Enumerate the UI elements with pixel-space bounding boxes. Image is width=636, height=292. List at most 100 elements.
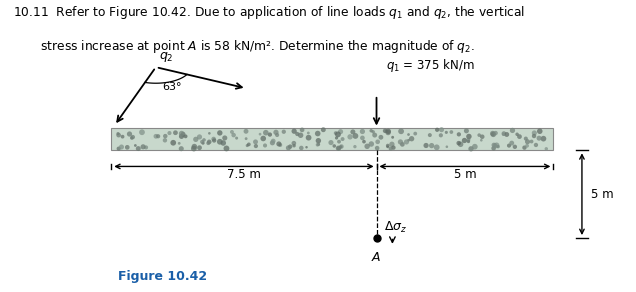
Point (520, 145, 530, 150)
Point (313, 131, 323, 136)
Point (522, 139, 532, 144)
Point (215, 140, 225, 144)
Point (271, 130, 281, 135)
Point (373, 140, 383, 144)
Point (190, 144, 200, 149)
Point (296, 133, 306, 138)
Point (384, 129, 394, 134)
Point (476, 138, 487, 142)
Point (427, 143, 437, 148)
Point (383, 143, 393, 148)
Point (314, 138, 324, 143)
Point (541, 147, 551, 151)
Point (267, 140, 277, 145)
Point (168, 140, 178, 145)
Point (128, 135, 138, 139)
Text: $\Delta\sigma_z$: $\Delta\sigma_z$ (384, 220, 408, 235)
Point (178, 132, 188, 137)
Point (531, 142, 541, 147)
Point (539, 136, 549, 141)
Point (122, 145, 132, 150)
Point (215, 131, 225, 135)
Point (385, 146, 396, 151)
Point (350, 134, 361, 138)
Point (219, 135, 230, 140)
Point (366, 128, 377, 133)
Point (381, 129, 391, 134)
Point (474, 133, 484, 138)
Point (464, 134, 474, 139)
Point (241, 129, 251, 134)
Point (410, 131, 420, 136)
Point (204, 131, 214, 136)
Point (209, 137, 219, 141)
Text: $q_2$: $q_2$ (159, 50, 174, 64)
Point (521, 136, 531, 141)
Point (488, 132, 499, 137)
Point (455, 142, 466, 147)
Point (114, 146, 124, 151)
Point (425, 133, 435, 138)
Bar (111, 128, 553, 150)
Text: $q_1$ = 375 kN/m: $q_1$ = 375 kN/m (386, 58, 474, 74)
Point (510, 145, 520, 149)
Point (490, 143, 500, 148)
Point (279, 129, 289, 134)
Point (334, 146, 344, 151)
Point (227, 130, 237, 134)
Point (527, 139, 537, 144)
Point (442, 145, 452, 149)
Point (334, 139, 344, 144)
Text: $A$: $A$ (371, 251, 382, 264)
Point (499, 131, 509, 136)
Text: 5 m: 5 m (453, 168, 476, 181)
Point (380, 128, 390, 133)
Point (534, 136, 544, 140)
Point (195, 145, 205, 150)
Point (461, 128, 471, 133)
Point (508, 128, 518, 133)
Point (289, 129, 300, 133)
Point (176, 146, 186, 151)
Point (488, 131, 498, 136)
Point (195, 135, 205, 139)
Point (368, 129, 378, 134)
Point (181, 134, 191, 139)
Point (529, 134, 539, 138)
Point (370, 133, 380, 138)
Point (493, 144, 503, 149)
Point (151, 134, 161, 139)
Point (197, 140, 207, 144)
Text: 10.11  Refer to Figure 10.42. Due to application of line loads $q_1$ and $q_2$, : 10.11 Refer to Figure 10.42. Due to appl… (13, 4, 525, 21)
Point (204, 141, 214, 145)
Point (464, 139, 474, 144)
Point (199, 138, 209, 142)
Point (314, 142, 324, 147)
Point (406, 136, 417, 141)
Point (331, 136, 342, 140)
Point (338, 137, 348, 141)
Point (403, 138, 413, 142)
Point (283, 145, 293, 150)
Point (403, 132, 413, 137)
Point (258, 136, 268, 141)
Point (241, 136, 251, 141)
Point (232, 136, 242, 140)
Point (436, 127, 446, 132)
Point (387, 135, 398, 140)
Point (191, 137, 201, 142)
Point (466, 147, 476, 151)
Point (441, 130, 452, 135)
Point (488, 146, 499, 151)
Point (396, 129, 406, 134)
Point (335, 129, 345, 134)
Point (359, 139, 369, 144)
Point (383, 130, 393, 135)
Point (336, 144, 347, 149)
Point (453, 141, 464, 145)
Point (387, 142, 397, 147)
Point (292, 132, 302, 136)
Point (432, 127, 442, 132)
Point (138, 145, 148, 149)
Point (470, 144, 480, 149)
